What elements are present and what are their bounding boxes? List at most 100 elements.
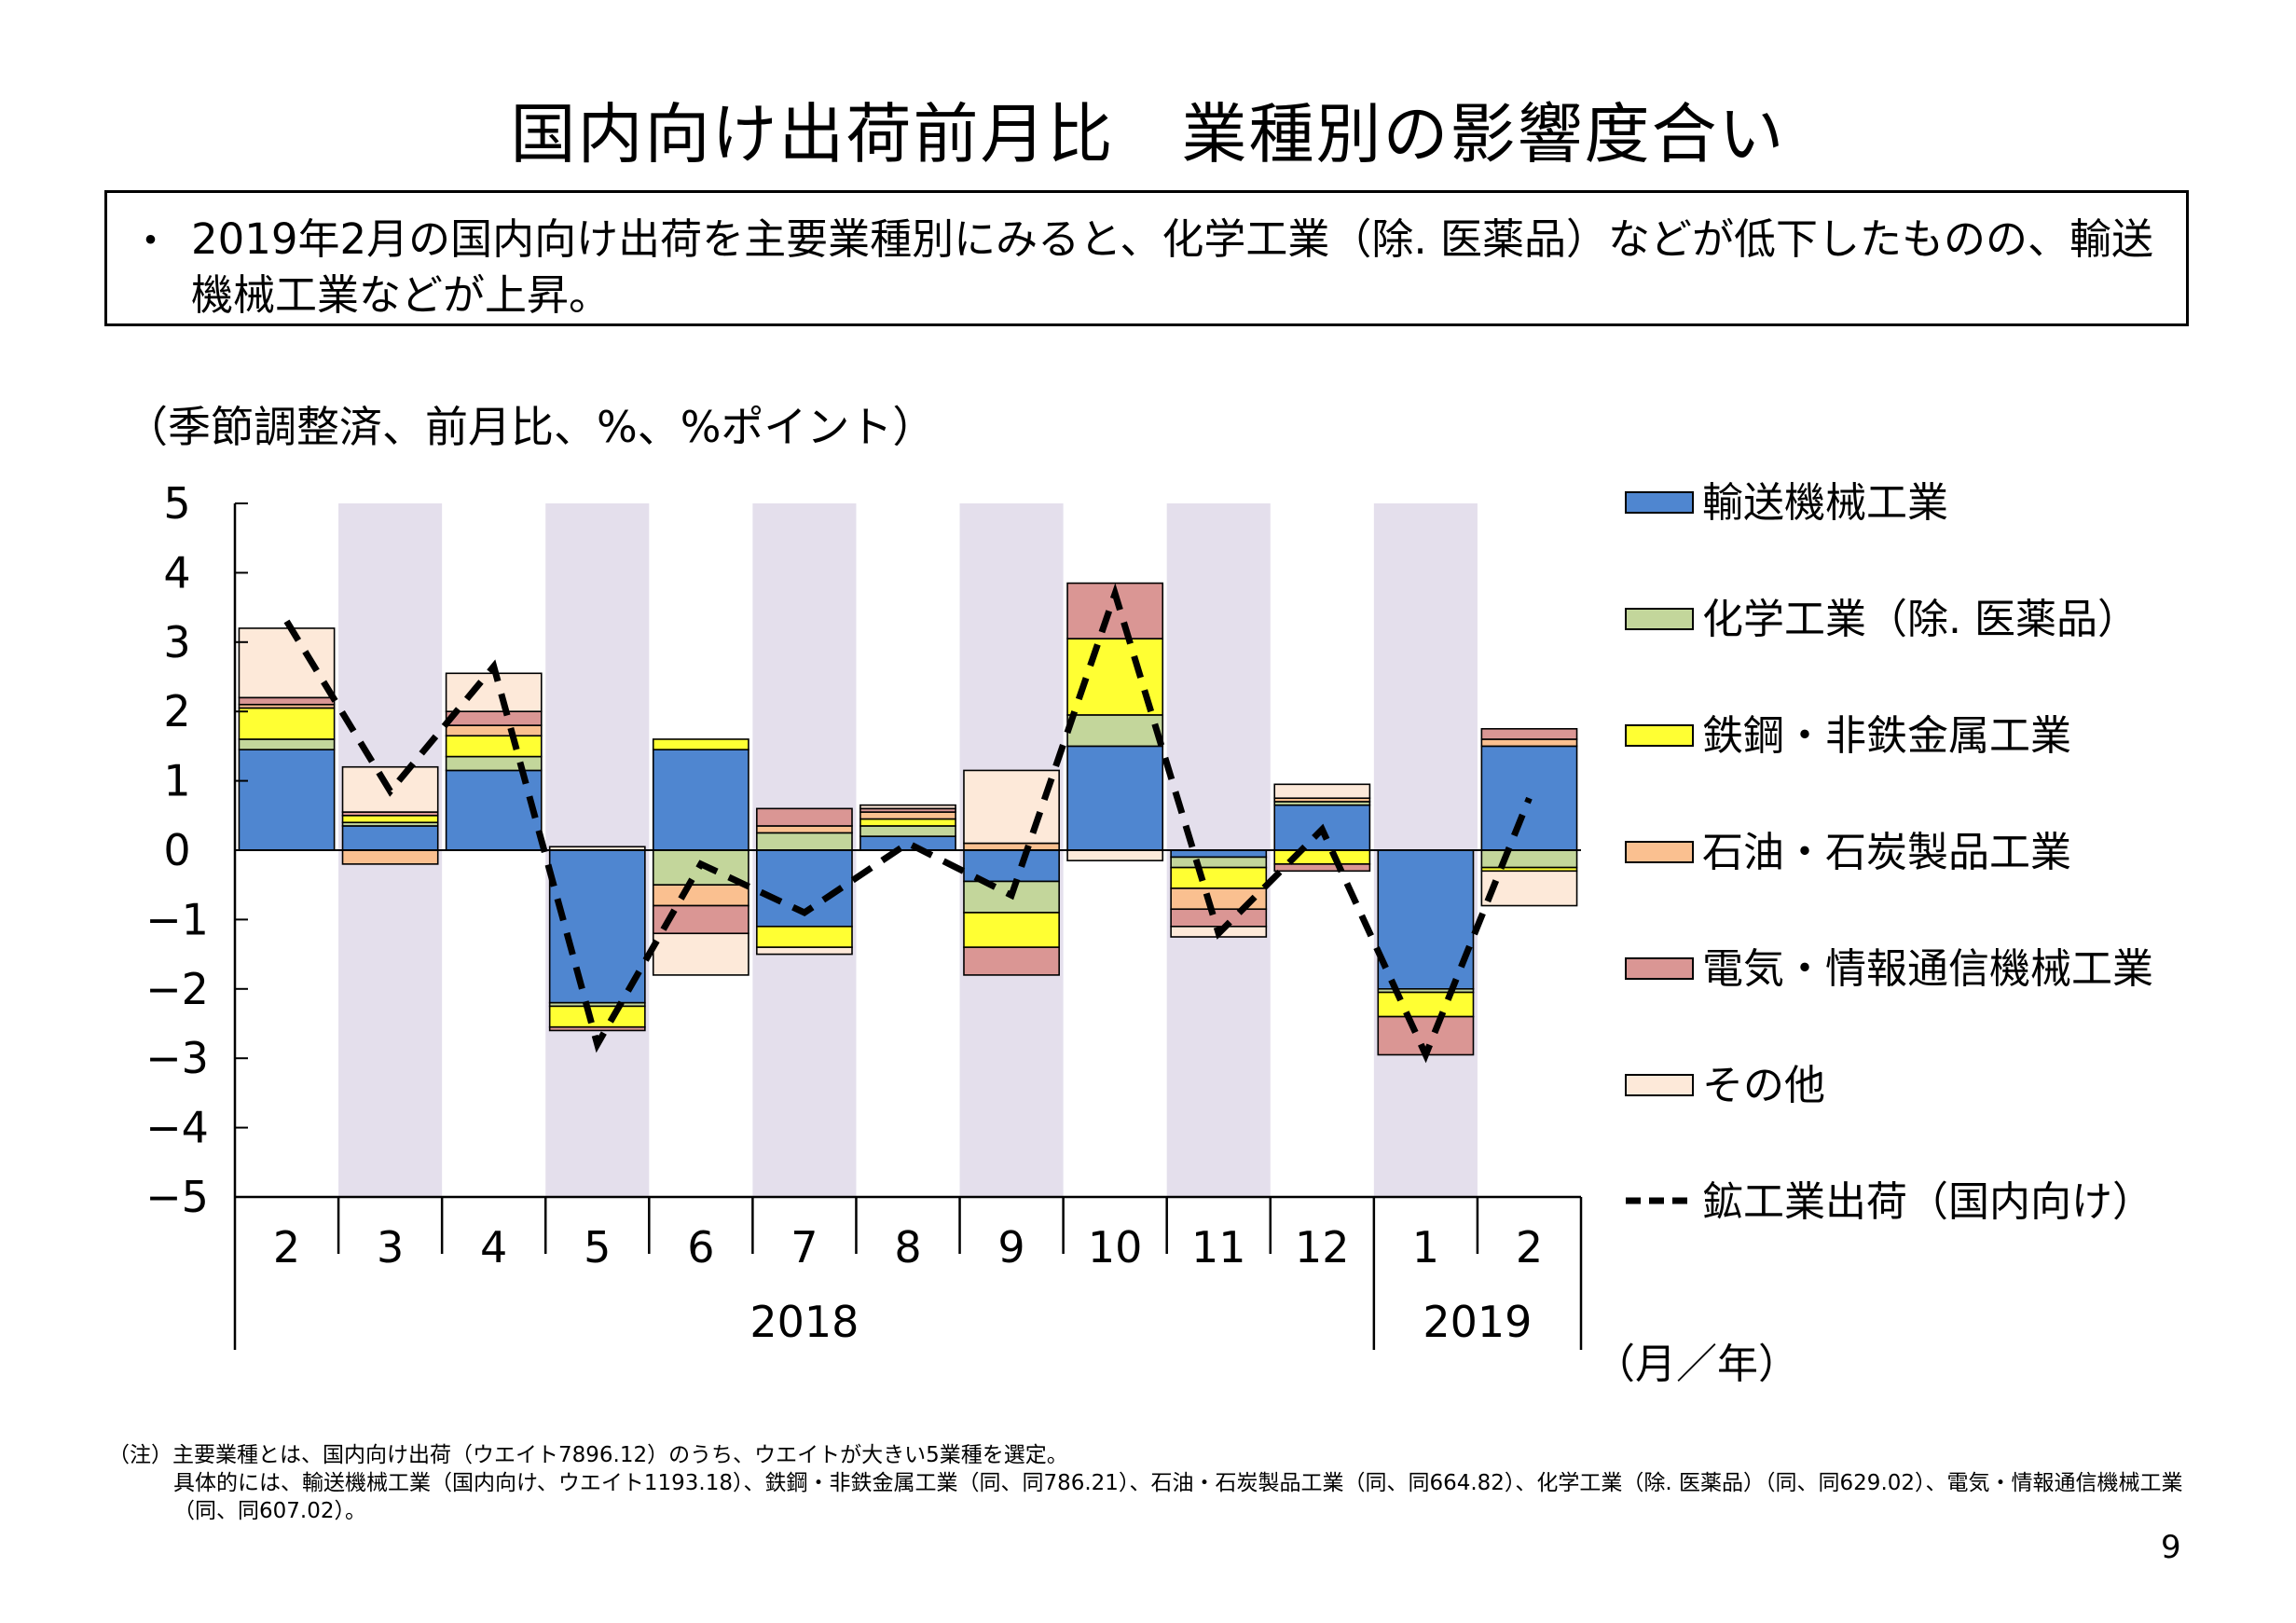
- y-tick-label: 0: [163, 825, 190, 875]
- legend-label: その他: [1702, 1062, 1825, 1109]
- bar-segment: [756, 926, 853, 948]
- bar-segment: [1066, 714, 1164, 748]
- x-tick-label: 4: [480, 1222, 507, 1272]
- y-tick-label: 1: [163, 756, 190, 806]
- x-tick-label: 10: [1088, 1222, 1143, 1272]
- y-tick-label: −5: [145, 1172, 209, 1222]
- unit-label: （季節調整済、前月比、%、%ポイント）: [125, 402, 936, 452]
- x-tick-label: 7: [791, 1222, 818, 1272]
- y-tick-label: −3: [145, 1033, 209, 1083]
- bar-segment: [238, 707, 336, 740]
- x-tick-label: 2: [1516, 1222, 1543, 1272]
- bar-segment: [341, 849, 439, 865]
- bar-segment: [652, 749, 749, 851]
- bar-segment: [756, 832, 853, 851]
- bar-segment: [238, 696, 336, 706]
- bar-segment: [445, 735, 543, 758]
- x-tick-label: 8: [894, 1222, 921, 1272]
- bar-segment: [548, 1025, 646, 1032]
- bar-segment: [445, 755, 543, 772]
- bar-segment: [445, 672, 543, 713]
- bar-segment: [756, 825, 853, 834]
- bar-segment: [238, 749, 336, 851]
- x-tick-label: 2: [273, 1222, 300, 1272]
- bar-segment: [1480, 870, 1578, 907]
- y-tick-label: 5: [163, 478, 190, 529]
- bar-segment: [1170, 908, 1268, 928]
- bar-segment: [859, 825, 956, 837]
- bar-segment: [341, 814, 439, 824]
- bar-segment: [341, 825, 439, 851]
- bar-segment: [652, 884, 749, 907]
- bar-segment: [652, 738, 749, 750]
- bar-segment: [445, 724, 543, 737]
- y-tick-label: 3: [163, 617, 190, 667]
- x-tick-label: 11: [1191, 1222, 1246, 1272]
- bar-segment: [1273, 783, 1371, 800]
- bar-segment: [1170, 866, 1268, 889]
- x-tick-label: 5: [584, 1222, 611, 1272]
- x-tick-label: 3: [377, 1222, 404, 1272]
- bar-segment: [859, 811, 956, 820]
- bar-segment: [963, 769, 1060, 845]
- legend-swatch: [1625, 491, 1694, 514]
- bar-segment: [1377, 849, 1475, 990]
- bar-segment: [1480, 745, 1578, 851]
- x-tick-label: 6: [687, 1222, 714, 1272]
- summary-box: ・ 2019年2月の国内向け出荷を主要業種別にみると、化学工業（除. 医薬品）な…: [104, 190, 2189, 326]
- legend-swatch: [1625, 724, 1694, 747]
- x-tick-label: 1: [1412, 1222, 1439, 1272]
- y-tick-label: −2: [145, 964, 209, 1014]
- year-label: 2018: [749, 1297, 859, 1347]
- year-label: 2019: [1423, 1297, 1532, 1347]
- bar-segment: [859, 818, 956, 827]
- bar-segment: [1066, 745, 1164, 851]
- y-tick-label: 4: [163, 547, 190, 598]
- bar-segment: [859, 804, 956, 810]
- page-number: 9: [2161, 1529, 2181, 1566]
- footnote-line-2: 具体的には、輸送機械工業（国内向け、ウエイト1193.18）、鉄鋼・非鉄金属工業…: [173, 1471, 2183, 1523]
- bar-segment: [1066, 849, 1164, 861]
- bar-segment: [963, 912, 1060, 948]
- legend-label: 石油・石炭製品工業: [1702, 829, 2071, 876]
- legend-label: 鉄鋼・非鉄金属工業: [1702, 712, 2071, 760]
- bar-segment: [963, 946, 1060, 976]
- page-title: 国内向け出荷前月比 業種別の影響度合い: [510, 96, 1786, 172]
- bar-segment: [1377, 991, 1475, 1018]
- bar-segment: [1480, 849, 1578, 869]
- bar-segment: [756, 807, 853, 827]
- y-tick-label: −1: [145, 894, 209, 944]
- summary-bullet: ・: [130, 216, 172, 266]
- legend-label: 鉱工業出荷（国内向け）: [1702, 1178, 2153, 1226]
- bar-segment: [652, 932, 749, 976]
- bar-segment: [445, 710, 543, 726]
- bar-segment: [963, 842, 1060, 851]
- legend-swatch: [1625, 1074, 1694, 1096]
- legend-label: 電気・情報通信機械工業: [1702, 945, 2153, 993]
- x-tick-label: 9: [997, 1222, 1024, 1272]
- legend-swatch: [1625, 608, 1694, 630]
- bar-segment: [548, 849, 646, 1004]
- line-series: [283, 583, 1533, 1064]
- x-tick-label: 12: [1295, 1222, 1350, 1272]
- legend-label: 輸送機械工業: [1702, 479, 1948, 527]
- x-axis-unit-label: （月／年）: [1594, 1341, 1799, 1388]
- bar-segment: [756, 946, 853, 956]
- bar-segment: [238, 738, 336, 750]
- bar-segment: [1480, 727, 1578, 740]
- bar-segment: [859, 835, 956, 851]
- summary-text: 2019年2月の国内向け出荷を主要業種別にみると、化学工業（除. 医薬品）などが…: [191, 214, 2153, 320]
- y-tick-label: −4: [145, 1103, 209, 1153]
- legend-swatch: [1625, 841, 1694, 863]
- bar-segment: [1170, 856, 1268, 869]
- bar-segment: [238, 627, 336, 699]
- legend-label: 化学工業（除. 医薬品）: [1702, 596, 2138, 643]
- footnote-line-1: （注）主要業種とは、国内向け出荷（ウエイト7896.12）のうち、ウエイトが大き…: [108, 1443, 1068, 1467]
- legend-swatch: [1625, 957, 1694, 980]
- bar-segment: [1273, 863, 1371, 873]
- bar-segment: [548, 1005, 646, 1028]
- footnote: （注）主要業種とは、国内向け出荷（ウエイト7896.12）のうち、ウエイトが大き…: [108, 1441, 2196, 1525]
- y-tick-label: 2: [163, 686, 190, 736]
- bar-segment: [1170, 849, 1268, 859]
